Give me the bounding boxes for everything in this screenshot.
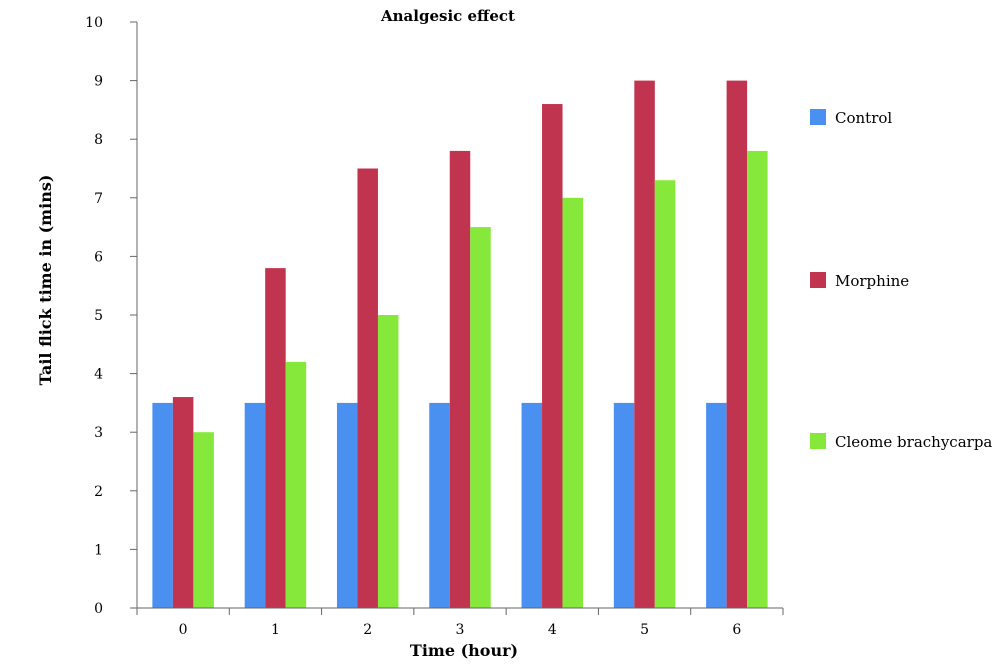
y-tick-labels: 0 1 2 3 4 5 6 7 8 9 10 [85, 15, 103, 617]
x-axis-title: Time (hour) [410, 641, 518, 660]
y-tick-label: 3 [94, 425, 103, 441]
chart-title: Analgesic effect [380, 7, 515, 25]
x-tick-label: 6 [732, 622, 741, 638]
bar-control-4 [521, 402, 543, 608]
bar-control-3 [429, 402, 450, 608]
axes-group [130, 21, 784, 615]
bar-cleome-brachycarpa-1 [285, 361, 307, 608]
y-tick-label: 2 [94, 484, 103, 500]
legend: Control Morphine Cleome brachycarpa [810, 109, 992, 451]
y-tick-label: 4 [94, 367, 103, 383]
x-tick-label: 1 [271, 622, 280, 638]
bar-morphine-3 [449, 150, 471, 609]
bar-cleome-brachycarpa-2 [377, 315, 399, 608]
bar-morphine-1 [265, 268, 286, 608]
bar-control-6 [706, 402, 727, 608]
y-tick-label: 1 [94, 542, 103, 558]
bar-morphine-6 [726, 80, 748, 609]
bar-cleome-brachycarpa-4 [562, 197, 584, 609]
x-tick-label: 2 [363, 622, 372, 638]
y-tick-label: 8 [94, 132, 103, 148]
y-tick-label: 0 [94, 601, 103, 617]
bar-morphine-5 [634, 80, 655, 609]
x-tick-label: 4 [548, 622, 557, 638]
y-tick-label: 10 [85, 15, 103, 31]
legend-swatch-control [810, 109, 826, 125]
y-axis-title: Tail flick time in (mins) [36, 175, 55, 386]
y-tick-label: 9 [94, 74, 103, 90]
bar-control-0 [152, 402, 173, 608]
bar-morphine-4 [542, 104, 563, 608]
legend-swatch-cleome-brachycarpa [810, 433, 826, 449]
x-tick-label: 3 [456, 622, 465, 638]
y-tick-label: 5 [94, 308, 103, 324]
x-tick-label: 5 [640, 622, 649, 638]
bar-cleome-brachycarpa-5 [654, 180, 676, 608]
legend-label: Control [835, 109, 892, 127]
bar-morphine-2 [357, 168, 378, 608]
y-tick-label: 6 [94, 249, 103, 265]
bar-morphine-0 [172, 397, 194, 608]
legend-label: Cleome brachycarpa [835, 433, 992, 451]
legend-swatch-morphine [810, 272, 826, 288]
bar-cleome-brachycarpa-3 [470, 227, 491, 608]
bar-control-1 [244, 402, 266, 608]
legend-label: Morphine [835, 272, 909, 290]
y-tick-label: 7 [94, 191, 103, 207]
x-tick-labels: 0 1 2 3 4 5 6 [179, 622, 742, 638]
bar-cleome-brachycarpa-0 [193, 432, 214, 608]
bars-group [152, 80, 768, 609]
bar-cleome-brachycarpa-6 [747, 150, 768, 609]
bar-control-5 [613, 402, 635, 608]
bar-control-2 [336, 402, 358, 608]
x-tick-label: 0 [179, 622, 188, 638]
